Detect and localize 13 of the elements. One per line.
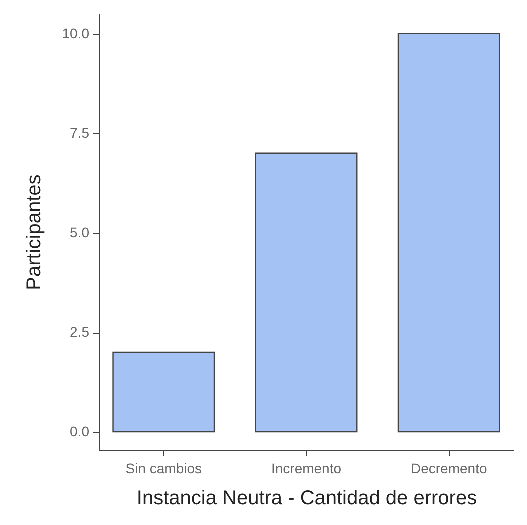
y-tick-label: 0.0 <box>70 424 90 440</box>
y-axis-title: Participantes <box>23 174 46 290</box>
x-axis-title: Instancia Neutra - Cantidad de errores <box>136 488 478 510</box>
x-tick-label: Sin cambios <box>126 460 202 476</box>
x-tick-label: Incremento <box>271 460 342 476</box>
x-tick-label: Decremento <box>410 460 488 476</box>
y-tick-label: 7.5 <box>70 124 90 141</box>
bar <box>398 33 500 433</box>
bar <box>255 152 358 433</box>
y-tick-label: 10.0 <box>62 25 90 42</box>
y-tick-label: 2.5 <box>70 324 90 340</box>
y-tick-label: 5.0 <box>70 224 90 240</box>
bar <box>112 352 216 433</box>
